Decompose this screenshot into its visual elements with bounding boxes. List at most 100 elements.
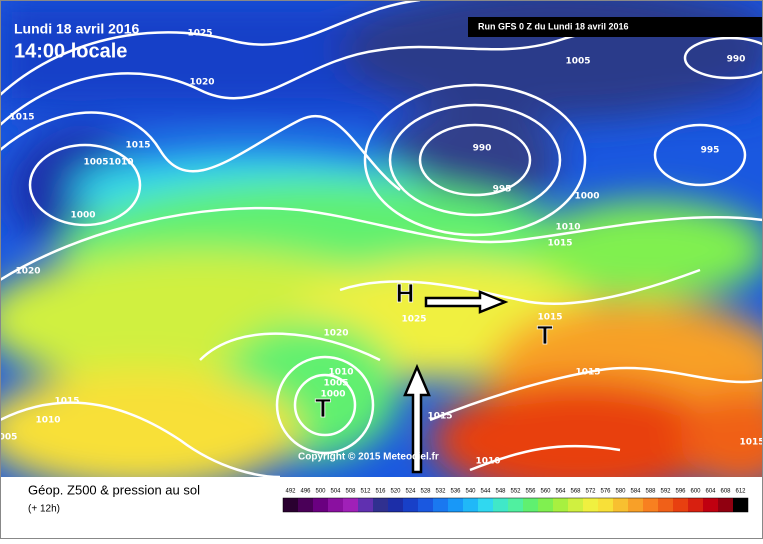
colorbar-swatch — [538, 498, 553, 512]
colorbar-swatch — [658, 498, 673, 512]
isobar-label: 990 — [727, 55, 746, 65]
isobar-label: 1020 — [15, 267, 40, 277]
isobar-label: 1010 — [328, 368, 353, 378]
colorbar-swatch — [418, 498, 433, 512]
colorbar-swatch — [373, 498, 388, 512]
colorbar-swatch — [508, 498, 523, 512]
isobar-label: 1015 — [739, 438, 763, 448]
isobar-label: 995 — [701, 146, 720, 156]
date: Lundi 18 avril 2016 — [14, 21, 139, 37]
colorbar-label: 584 — [630, 489, 641, 495]
colorbar-label: 532 — [435, 489, 446, 495]
isobar-label: 1015 — [547, 239, 572, 249]
colorbar-swatch — [313, 498, 328, 512]
colorbar-label: 600 — [690, 489, 701, 495]
colorbar-swatch — [463, 498, 478, 512]
colorbar-swatch — [343, 498, 358, 512]
colorbar-label: 580 — [615, 489, 626, 495]
colorbar-label: 492 — [285, 489, 296, 495]
isobar-label: 1010 — [35, 416, 60, 426]
colorbar-label: 556 — [525, 489, 536, 495]
colorbar-label: 508 — [345, 489, 356, 495]
pressure-center: T — [315, 393, 331, 423]
colorbar-label: 520 — [390, 489, 401, 495]
isobar-label: 1005 — [323, 379, 348, 389]
colorbar-label: 540 — [465, 489, 476, 495]
colorbar-label: 544 — [480, 489, 491, 495]
colorbar-swatch — [448, 498, 463, 512]
colorbar-label: 560 — [540, 489, 551, 495]
colorbar-swatch — [283, 498, 298, 512]
isobar-label: 1020 — [189, 78, 214, 88]
isobar-label: 1025 — [187, 29, 212, 39]
colorbar-label: 564 — [555, 489, 566, 495]
footer-title: Géop. Z500 & pression au sol — [28, 482, 200, 497]
isobar-label: 1015 — [427, 412, 452, 422]
isobar-label: 1015 — [537, 313, 562, 323]
isobar-label: 1000 — [70, 211, 95, 221]
isobar-label: 995 — [493, 185, 512, 195]
colorbar-label: 496 — [300, 489, 311, 495]
arrows — [403, 290, 509, 474]
colorbar-swatch — [673, 498, 688, 512]
colorbar-swatch — [493, 498, 508, 512]
isobar-label: 1020 — [323, 329, 348, 339]
colorbar-label: 604 — [705, 489, 716, 495]
footer-subtitle: (+ 12h) — [28, 504, 60, 515]
copyright: Copyright © 2015 Meteociel.fr — [298, 452, 439, 463]
colorbar-label: 528 — [420, 489, 431, 495]
colorbar-swatch — [733, 498, 748, 512]
isobar-label: 1005 — [83, 158, 108, 168]
colorbar-label: 576 — [600, 489, 611, 495]
isobar-label: 1015 — [125, 141, 150, 151]
isobar-label: 1000 — [574, 192, 599, 202]
colorbar-label: 592 — [660, 489, 671, 495]
colorbar-label: 548 — [495, 489, 506, 495]
colorbar-label: 588 — [645, 489, 656, 495]
pressure-center: T — [537, 320, 553, 350]
colorbar-frame — [282, 497, 749, 513]
isobar-label: 1000 — [320, 390, 345, 400]
isobar-label: 1015 — [54, 397, 79, 407]
colorbar-swatch — [298, 498, 313, 512]
colorbar-label: 524 — [405, 489, 416, 495]
isobar-label: 005 — [0, 433, 17, 443]
isobar-label: 990 — [473, 144, 492, 154]
colorbar-swatch — [553, 498, 568, 512]
isobar-label: 1010 — [108, 158, 133, 168]
colorbar-swatch — [568, 498, 583, 512]
isobar-label: 1015 — [575, 368, 600, 378]
colorbar-swatch — [613, 498, 628, 512]
colorbar-swatch — [328, 498, 343, 512]
colorbar-label: 568 — [570, 489, 581, 495]
colorbar-swatch — [388, 498, 403, 512]
colorbar-swatch — [433, 498, 448, 512]
colorbar-swatch — [478, 498, 493, 512]
colorbar-label: 500 — [315, 489, 326, 495]
isobar-label: 1025 — [401, 315, 426, 325]
colorbar-label: 612 — [735, 489, 746, 495]
colorbar-label: 504 — [330, 489, 341, 495]
colorbar-label: 572 — [585, 489, 596, 495]
colorbar-label: 516 — [375, 489, 386, 495]
pressure-center: H — [396, 278, 415, 308]
colorbar-swatch — [523, 498, 538, 512]
colorbar-label: 536 — [450, 489, 461, 495]
colorbar-swatch — [403, 498, 418, 512]
colorbar-label: 596 — [675, 489, 686, 495]
colorbar-swatch — [628, 498, 643, 512]
colorbar-swatch — [703, 498, 718, 512]
colorbar-swatch — [718, 498, 733, 512]
colorbar-swatch — [643, 498, 658, 512]
isobar-label: 1015 — [9, 113, 34, 123]
colorbar-label: 608 — [720, 489, 731, 495]
colorbar-swatch — [688, 498, 703, 512]
local-time: 14:00 locale — [14, 40, 127, 62]
isobar-label: 1010 — [555, 223, 580, 233]
colorbar-swatch — [358, 498, 373, 512]
colorbar-swatch — [598, 498, 613, 512]
run-info: Run GFS 0 Z du Lundi 18 avril 2016 — [478, 21, 629, 31]
isobar-label: 1005 — [565, 57, 590, 67]
colorbar-label: 552 — [510, 489, 521, 495]
